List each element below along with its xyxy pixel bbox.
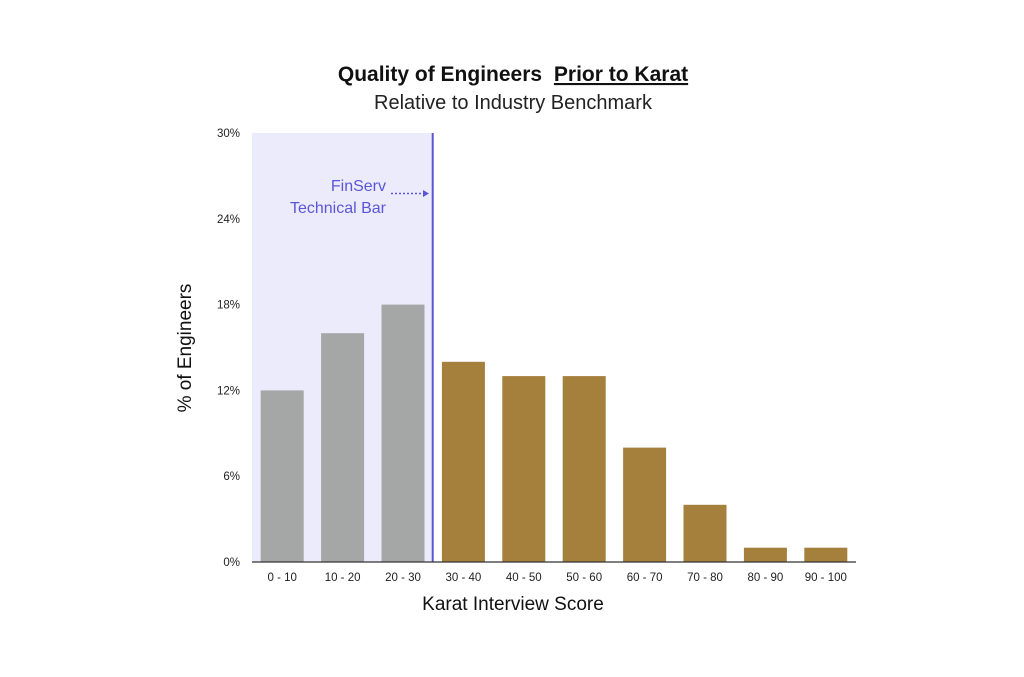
x-tick-label: 60 - 70	[627, 572, 663, 584]
annotation-line-2: Technical Bar	[290, 200, 387, 217]
x-axis-ticks: 0 - 10 10 - 20 20 - 30 30 - 40 40 - 50 50 - 6…	[267, 572, 846, 584]
bar-60-70	[623, 447, 667, 562]
chart-title-emphasis: Prior to Karat	[554, 63, 688, 86]
bar-70-80	[683, 504, 727, 562]
chart-subtitle: Relative to Industry Benchmark	[374, 92, 653, 114]
x-tick-label: 0 - 10	[267, 572, 296, 584]
bar-90-100	[804, 547, 848, 562]
x-tick-label: 20 - 30	[385, 572, 421, 584]
x-tick-label: 90 - 100	[805, 572, 847, 584]
bars-group	[260, 304, 848, 562]
y-tick-label: 6%	[223, 471, 240, 483]
x-axis-label: Karat Interview Score	[422, 594, 604, 615]
bar-10-20	[321, 333, 365, 562]
chart-title-main: Quality of Engineers	[338, 63, 542, 86]
x-tick-label: 30 - 40	[445, 572, 481, 584]
y-tick-label: 18%	[217, 300, 240, 312]
x-tick-label: 40 - 50	[506, 572, 542, 584]
bar-50-60	[562, 376, 606, 562]
y-tick-label: 30%	[217, 128, 240, 140]
y-axis-ticks: 0% 6% 12% 18% 24% 30%	[217, 128, 240, 569]
bar-0-10	[260, 390, 304, 562]
bar-80-90	[743, 547, 787, 562]
x-tick-label: 80 - 90	[747, 572, 783, 584]
y-tick-label: 24%	[217, 214, 240, 226]
y-tick-label: 0%	[223, 557, 240, 569]
chart-title: Quality of Engineers Prior to Karat	[338, 63, 688, 86]
bar-30-40	[441, 361, 485, 562]
x-tick-label: 10 - 20	[325, 572, 361, 584]
bar-40-50	[502, 376, 546, 562]
y-axis-label: % of Engineers	[175, 284, 196, 413]
x-tick-label: 50 - 60	[566, 572, 602, 584]
annotation-line-1: FinServ	[331, 178, 386, 195]
bar-20-30	[381, 304, 425, 562]
annotation-arrow-head-icon	[423, 190, 429, 197]
y-tick-label: 12%	[217, 385, 240, 397]
x-tick-label: 70 - 80	[687, 572, 723, 584]
